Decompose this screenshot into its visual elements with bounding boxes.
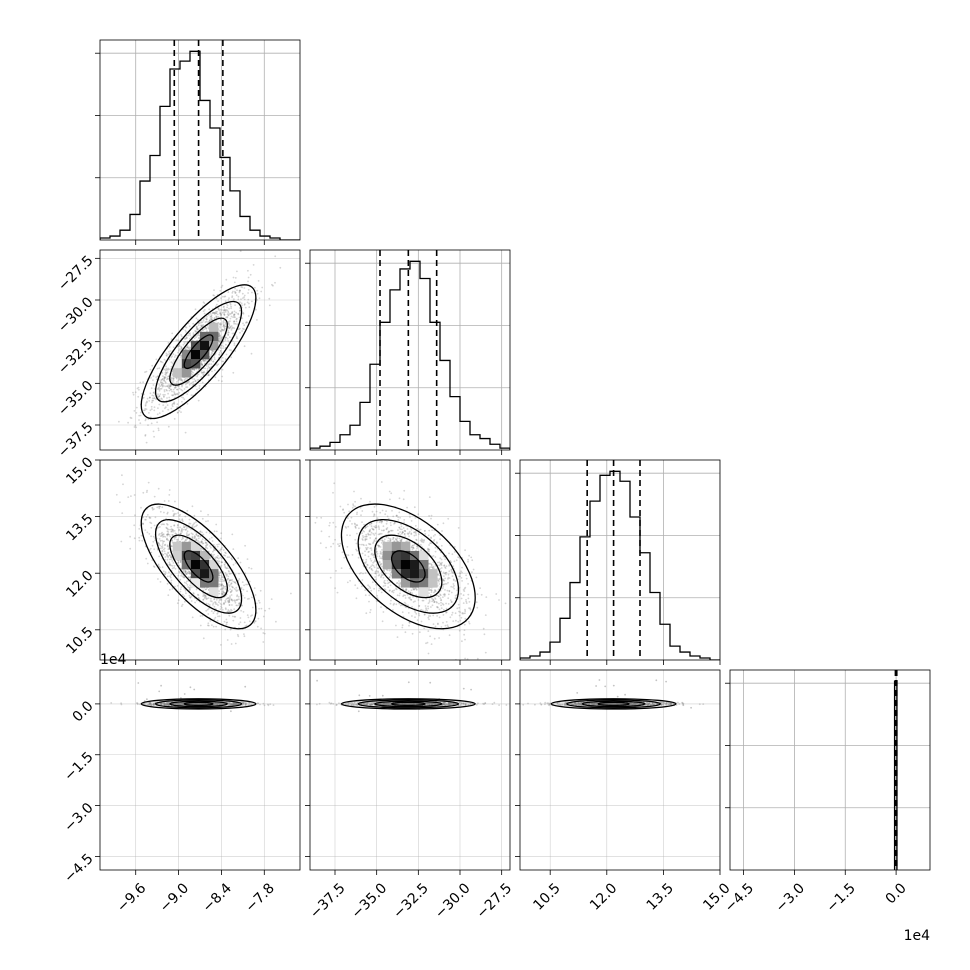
histogram-2 (520, 470, 720, 660)
xtick-label-0-3: −7.8 (243, 880, 278, 915)
xtick-label-3-1: −3.0 (773, 880, 808, 915)
ytick-label-2-1: 12.0 (63, 568, 96, 601)
contour-3-0-0 (183, 701, 214, 707)
xtick-label-2-2: 13.5 (644, 880, 677, 913)
histogram-1 (310, 260, 510, 450)
contour-2-1-3 (340, 503, 476, 630)
ytick-label-2-0: 10.5 (63, 624, 96, 657)
contour-2-0-0 (183, 550, 214, 583)
pair-panel-3-0 (100, 670, 300, 870)
ytick-label-3-1: −3.0 (61, 800, 96, 835)
ytick-label-2-2: 13.5 (63, 511, 96, 544)
contour-3-1-1 (374, 700, 443, 708)
contour-3-2-0 (597, 701, 630, 707)
xtick-label-1-1: −35.0 (349, 880, 391, 922)
contour-2-0-1 (169, 534, 228, 599)
xtick-label-0-2: −8.4 (200, 880, 235, 915)
contour-3-1-2 (357, 699, 460, 709)
marginal-panel-0 (100, 40, 300, 240)
pair-panel-2-0 (100, 460, 300, 660)
ytick-label-1-1: −35.0 (55, 378, 97, 420)
ytick-label-1-0: −37.5 (55, 419, 97, 461)
contour-3-0-3 (140, 698, 257, 710)
ytick-label-1-4: −27.5 (55, 253, 97, 295)
contour-3-1-0 (390, 701, 426, 707)
pair-frame-1-0 (99, 249, 301, 451)
contour-2-1-2 (357, 519, 460, 614)
marginal-panel-3 (730, 670, 930, 870)
ytick-label-1-2: −32.5 (55, 336, 97, 378)
marginal-frame-1 (309, 249, 511, 451)
contour-2-1-0 (390, 550, 426, 583)
xtick-label-3-3: 0.0 (883, 880, 910, 907)
xtick-label-1-0: −37.5 (307, 880, 349, 922)
xtick-label-0-0: −9.6 (114, 880, 149, 915)
density-2-1 (382, 541, 438, 597)
xtick-label-1-4: −27.5 (474, 880, 516, 922)
pair-panel-3-1 (310, 670, 510, 870)
marginal-panel-2 (520, 460, 720, 660)
y-multiplier-3: 1e4 (100, 652, 127, 668)
xtick-label-2-1: 12.0 (587, 880, 620, 913)
pair-panel-2-1 (310, 460, 510, 660)
density-2-0 (172, 541, 219, 597)
contour-3-2-1 (581, 700, 646, 708)
contour-1-0-0 (183, 334, 214, 370)
contour-2-0-3 (140, 503, 257, 630)
contour-3-1-3 (340, 698, 476, 710)
x-multiplier-3: 1e4 (904, 928, 931, 944)
contour-1-0-1 (169, 317, 228, 386)
marginal-frame-2 (519, 459, 721, 661)
xtick-label-0-1: −9.0 (157, 880, 192, 915)
contour-1-0-2 (154, 300, 243, 403)
contour-2-0-2 (154, 519, 243, 614)
contour-3-0-1 (169, 700, 228, 708)
pair-frame-2-0 (99, 459, 301, 661)
contour-1-0-3 (140, 284, 257, 420)
ytick-label-3-0: −4.5 (61, 851, 96, 886)
ytick-label-2-3: 15.0 (63, 454, 96, 487)
histogram-0 (100, 50, 300, 240)
contour-3-0-2 (154, 699, 243, 709)
ytick-label-1-3: −30.0 (55, 294, 97, 336)
pair-frame-3-2 (519, 669, 721, 871)
xtick-label-1-2: −32.5 (390, 880, 432, 922)
ytick-label-3-3: 0.0 (70, 698, 97, 725)
contour-3-2-3 (550, 698, 677, 710)
xtick-label-2-0: 10.5 (530, 880, 563, 913)
xtick-label-1-3: −30.0 (432, 880, 474, 922)
contour-2-1-1 (374, 534, 443, 599)
pair-frame-2-1 (309, 459, 511, 661)
marginal-frame-3 (729, 669, 931, 871)
contour-3-2-2 (566, 699, 661, 709)
pair-frame-3-0 (99, 669, 301, 871)
xtick-label-3-2: −1.5 (824, 880, 859, 915)
pair-panel-1-0 (100, 250, 300, 450)
ytick-label-3-2: −1.5 (61, 749, 96, 784)
pair-panel-3-2 (520, 670, 720, 870)
marginal-panel-1 (310, 250, 510, 450)
marginal-frame-0 (99, 39, 301, 241)
pair-frame-3-1 (309, 669, 511, 871)
